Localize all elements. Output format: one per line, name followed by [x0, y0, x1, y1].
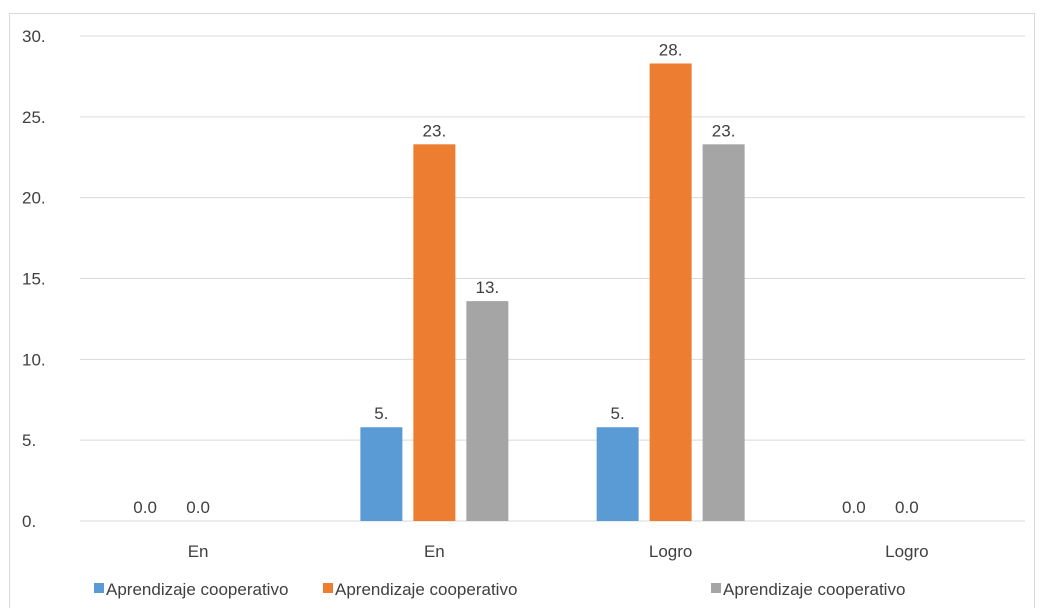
y-tick-label: 10. [22, 350, 46, 369]
data-label: 0.0 [842, 498, 866, 517]
y-tick-label: 25. [22, 108, 46, 127]
y-tick-label: 20. [22, 189, 46, 208]
data-label: 0.0 [895, 498, 919, 517]
bar [596, 427, 639, 521]
y-tick-label: 30. [22, 27, 46, 46]
x-category-label: Logro [885, 542, 928, 561]
legend-label: Aprendizaje cooperativo [335, 580, 517, 599]
y-axis-ticks: 0. 5. 10. 15. 20. 25. 30. [22, 27, 46, 531]
x-category-label: En [424, 542, 445, 561]
bar [649, 63, 692, 521]
bar [466, 301, 509, 521]
y-tick-label: 15. [22, 270, 46, 289]
y-tick-label: 5. [22, 431, 36, 450]
gridlines [80, 35, 1025, 522]
x-category-label: En [188, 542, 209, 561]
legend-label: Aprendizaje cooperativo [106, 580, 288, 599]
legend-swatch [711, 583, 721, 593]
data-label: 0.0 [186, 498, 210, 517]
legend-swatch [323, 583, 333, 593]
bar [413, 144, 456, 522]
data-label: 5. [374, 404, 388, 423]
data-label: 23. [423, 121, 447, 140]
bars [360, 63, 745, 522]
data-label: 23. [712, 121, 736, 140]
legend: Aprendizaje cooperativo Aprendizaje coope… [94, 580, 905, 599]
x-axis-categories: En En Logro Logro [188, 542, 929, 561]
bar [360, 427, 403, 521]
x-category-label: Logro [649, 542, 692, 561]
legend-swatch [94, 583, 104, 593]
legend-label: Aprendizaje cooperativo [723, 580, 905, 599]
data-label: 0.0 [133, 498, 157, 517]
data-label: 28. [659, 40, 683, 59]
bar [702, 144, 745, 522]
chart-frame [9, 13, 1035, 608]
data-label: 5. [611, 404, 625, 423]
y-tick-label: 0. [22, 512, 36, 531]
data-label: 13. [476, 278, 500, 297]
data-labels: 0.0 5. 5. 0.0 0.0 23. 28. 0.0 13. 23. [133, 40, 918, 517]
